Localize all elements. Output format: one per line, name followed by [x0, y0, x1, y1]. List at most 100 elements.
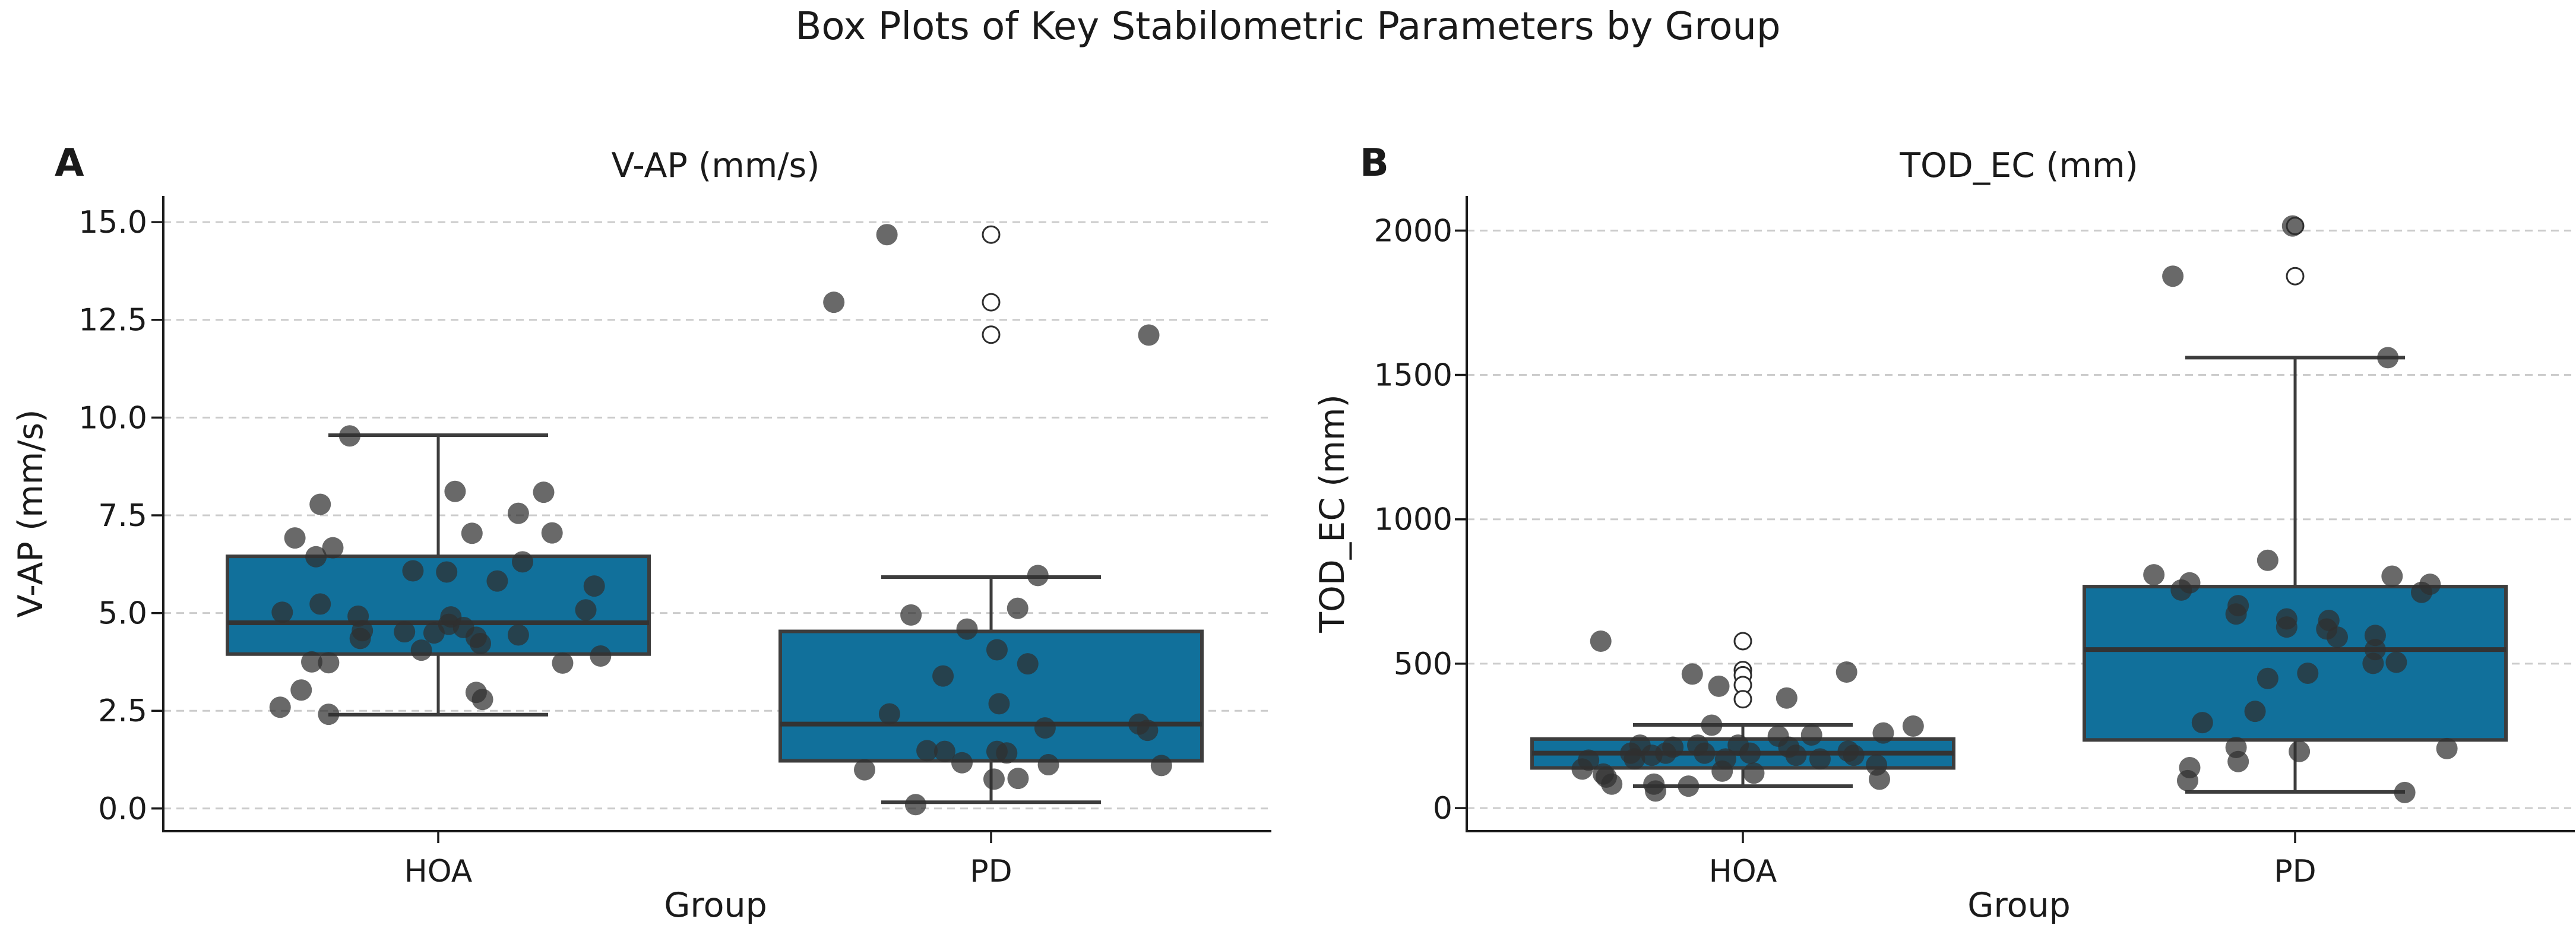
data-point — [878, 703, 900, 725]
data-point — [996, 742, 1018, 764]
data-point — [301, 651, 322, 673]
data-point — [1641, 744, 1663, 766]
data-point — [444, 480, 466, 502]
data-point — [1037, 754, 1059, 776]
data-point — [2394, 781, 2416, 803]
data-point — [1708, 675, 1730, 697]
data-point — [309, 493, 331, 515]
y-tick-label: 1000 — [1374, 502, 1452, 538]
x-tick-label-pd: PD — [2274, 854, 2316, 889]
data-point — [2162, 265, 2184, 287]
panel-b-plot-area: 0 500 1000 1500 2000 HOA PD — [1374, 196, 2575, 889]
data-point — [1836, 661, 1857, 683]
data-point — [1694, 742, 1716, 764]
y-tick-label: 12.5 — [78, 303, 147, 338]
jitter-points-pd — [823, 224, 1172, 816]
data-point — [2176, 769, 2198, 791]
data-point — [1785, 744, 1807, 766]
outlier-marker — [982, 293, 1001, 312]
data-point — [305, 546, 327, 568]
data-point — [1701, 714, 1723, 736]
data-point — [932, 665, 954, 687]
y-tick-label: 15.0 — [78, 205, 147, 240]
panel-a-x-axis-label: Group — [664, 886, 767, 925]
data-point — [552, 652, 574, 674]
jitter-points-hoa — [1571, 630, 1924, 802]
y-tick-label: 0.0 — [98, 791, 147, 827]
data-point — [410, 639, 432, 661]
data-point — [590, 645, 612, 667]
jitter-points-hoa — [269, 425, 612, 725]
data-point — [1902, 715, 1924, 737]
data-point — [1872, 722, 1894, 744]
data-point — [2377, 347, 2399, 369]
x-tick-label-hoa: HOA — [404, 854, 473, 889]
box-iqr — [779, 629, 1204, 763]
data-point — [2411, 581, 2432, 603]
data-point — [1800, 724, 1822, 746]
outlier-marker — [1733, 690, 1752, 709]
data-point — [575, 599, 597, 621]
data-point — [436, 561, 458, 583]
data-point — [900, 604, 922, 626]
data-point — [1681, 663, 1703, 685]
data-point — [1138, 324, 1160, 346]
data-point — [349, 628, 371, 649]
data-point — [983, 768, 1005, 790]
data-point — [2276, 616, 2297, 638]
data-point — [2257, 549, 2278, 571]
data-point — [2244, 701, 2266, 723]
y-tick-label: 0 — [1433, 791, 1452, 826]
data-point — [461, 522, 483, 544]
data-point — [876, 224, 898, 246]
data-point — [1034, 717, 1056, 739]
data-point — [916, 740, 938, 762]
data-point — [423, 622, 445, 644]
panel-b-letter: B — [1360, 141, 1389, 185]
data-point — [1809, 748, 1831, 770]
data-point — [2191, 712, 2213, 734]
data-point — [533, 481, 555, 503]
data-point — [1869, 768, 1891, 790]
panel-b-title: TOD_EC (mm) — [1900, 146, 2138, 185]
outlier-marker — [2286, 267, 2305, 286]
data-point — [309, 593, 331, 615]
data-point — [1711, 760, 1733, 782]
data-point — [284, 527, 306, 549]
panel-a-title: V-AP (mm/s) — [611, 146, 820, 185]
jitter-points-pd — [2143, 215, 2458, 803]
data-point — [1590, 630, 1612, 652]
data-point — [1743, 762, 1765, 784]
data-point — [318, 652, 340, 674]
panel-a-letter: A — [55, 141, 84, 185]
data-point — [471, 689, 493, 711]
data-point — [402, 560, 424, 582]
panel-a-plot-area: 0.0 2.5 5.0 7.5 10.0 12.5 15.0 HOA PD — [78, 196, 1271, 889]
y-tick-label: 2000 — [1374, 213, 1452, 249]
box-iqr — [2083, 585, 2508, 742]
data-point — [1007, 597, 1028, 619]
data-point — [2436, 737, 2458, 759]
data-point — [1678, 775, 1700, 797]
data-point — [512, 551, 533, 573]
data-point — [541, 522, 563, 544]
data-point — [2327, 626, 2348, 648]
data-point — [1571, 758, 1593, 780]
y-tick-label: 1500 — [1374, 358, 1452, 394]
data-point — [394, 621, 416, 643]
data-point — [2227, 750, 2249, 772]
data-point — [1601, 773, 1623, 795]
data-point — [338, 425, 360, 447]
data-point — [1007, 768, 1029, 790]
data-point — [2281, 215, 2303, 237]
data-point — [1150, 755, 1172, 777]
data-point — [2297, 662, 2319, 684]
data-point — [2385, 651, 2407, 673]
boxplot-pd — [2083, 217, 2508, 794]
data-point — [486, 570, 508, 592]
data-point — [322, 537, 344, 559]
data-point — [951, 752, 973, 774]
data-point — [986, 639, 1008, 661]
y-tick-label: 5.0 — [98, 596, 147, 632]
data-point — [470, 632, 491, 654]
